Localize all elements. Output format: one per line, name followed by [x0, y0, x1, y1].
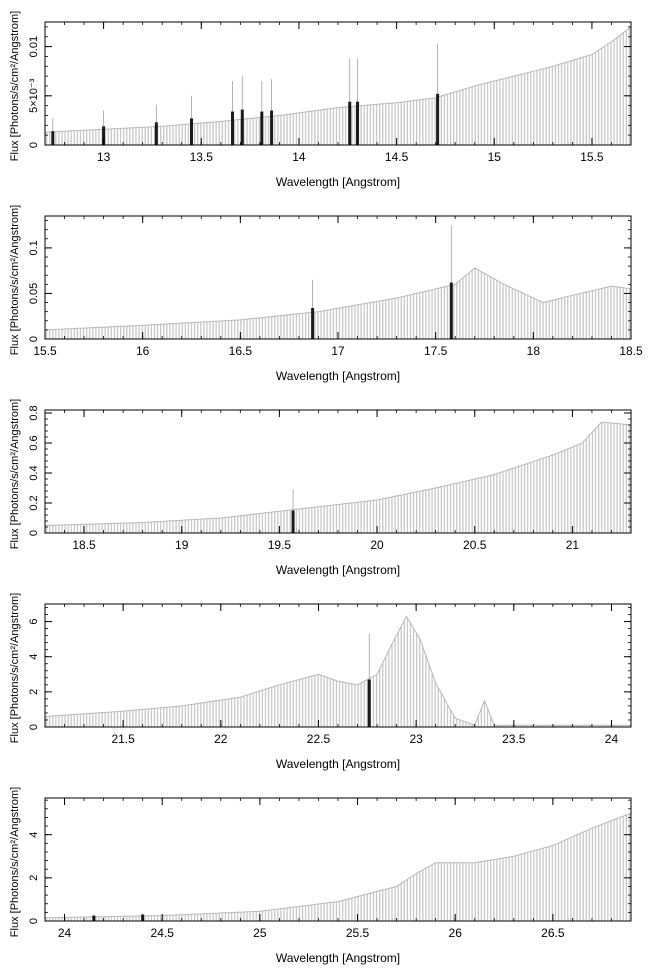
continuum-bars [45, 422, 631, 533]
y-tick-label: 0.2 [28, 495, 40, 510]
line-bar [51, 131, 55, 145]
y-tick-label: 0.4 [28, 465, 40, 480]
x-tick-label: 25.5 [346, 926, 370, 940]
y-tick-label: 0 [28, 918, 40, 924]
panel-2: 15.5 16 16.5 17 17.5 18 18.5 0 0.05 0.1 Wavelength… [9, 205, 643, 383]
line-bar [311, 308, 315, 339]
line-bar [270, 110, 274, 145]
y-tick-label: 0 [28, 142, 40, 148]
y-axis-label: Flux [Photons/s/cm²/Angstrom] [9, 787, 21, 937]
x-tick-label: 24 [58, 926, 72, 940]
x-tick-label: 15.5 [580, 150, 604, 164]
continuum-envelope [44, 421, 632, 526]
x-tick-label: 23.5 [502, 732, 526, 746]
y-axis-label: Flux [Photons/s/cm²/Angstrom] [9, 11, 21, 161]
y-tick-label: 4 [28, 832, 40, 838]
x-tick-label: 25 [253, 926, 267, 940]
y-axis-label: Flux [Photons/s/cm²/Angstrom] [9, 593, 21, 743]
x-axis-label: Wavelength [Angstrom] [276, 951, 400, 965]
y-axis-label: Flux [Photons/s/cm²/Angstrom] [9, 205, 21, 355]
continuum-bars [45, 28, 631, 145]
line-bar [348, 101, 352, 145]
y-tick-label: 0.6 [28, 435, 40, 450]
line-bar [92, 915, 96, 921]
panel-1: 13 13.5 14 14.5 15 15.5 0 5×10⁻³ 0.01 Wavelength … [9, 11, 632, 189]
plot-frame [44, 603, 632, 728]
y-tick-label: 4 [28, 654, 40, 660]
line-bar [436, 93, 440, 145]
continuum-bars [45, 268, 631, 339]
y-tick-label: 6 [28, 619, 40, 625]
line-bar [190, 118, 193, 145]
x-tick-label: 18.5 [619, 344, 643, 358]
x-tick-label: 15.5 [33, 344, 57, 358]
line-bar [240, 109, 244, 145]
continuum-bars [45, 813, 631, 921]
y-tick-label: 0 [28, 336, 40, 342]
x-tick-label: 20.5 [463, 538, 487, 552]
y-tick-label: 0.1 [28, 240, 40, 255]
y-tick-label: 0.05 [28, 283, 40, 304]
x-tick-label: 16 [136, 344, 150, 358]
continuum-envelope [44, 26, 632, 133]
y-axis-label: Flux [Photons/s/cm²/Angstrom] [9, 399, 21, 549]
line-bar [367, 679, 371, 727]
x-tick-label: 17 [331, 344, 345, 358]
x-tick-label: 18.5 [72, 538, 96, 552]
y-tick-label: 2 [28, 875, 40, 881]
y-tick-label: 0 [28, 530, 40, 536]
x-tick-label: 26 [449, 926, 463, 940]
x-tick-label: 19.5 [268, 538, 292, 552]
line-bar [102, 126, 106, 145]
x-tick-label: 26.5 [541, 926, 565, 940]
line-bar [291, 510, 295, 533]
continuum-envelope [44, 267, 632, 331]
x-tick-label: 15 [488, 150, 502, 164]
x-axis-label: Wavelength [Angstrom] [276, 175, 400, 189]
panel-3: 18.5 19 19.5 20 20.5 21 0 0.2 0.4 0.6 0.8 Wavelengt… [9, 399, 632, 577]
x-tick-label: 20 [370, 538, 384, 552]
y-tick-label: 5×10⁻³ [28, 78, 40, 113]
line-bar [356, 101, 360, 145]
x-tick-label: 13 [97, 150, 111, 164]
x-tick-label: 19 [175, 538, 189, 552]
x-axis-label: Wavelength [Angstrom] [276, 369, 400, 383]
x-tick-label: 21.5 [111, 732, 135, 746]
line-bar [231, 111, 235, 145]
x-tick-label: 23 [409, 732, 423, 746]
x-tick-label: 16.5 [229, 344, 253, 358]
y-tick-label: 2 [28, 689, 40, 695]
continuum-bars [45, 618, 631, 727]
x-tick-label: 18 [527, 344, 541, 358]
line-bar [141, 914, 145, 921]
y-tick-label: 0.01 [28, 36, 40, 57]
x-axis-label: Wavelength [Angstrom] [276, 757, 400, 771]
y-tick-label: 0.8 [28, 405, 40, 420]
line-bar [449, 282, 453, 339]
x-tick-label: 24.5 [151, 926, 175, 940]
continuum-envelope [44, 615, 631, 726]
x-axis-label: Wavelength [Angstrom] [276, 563, 400, 577]
x-tick-label: 14.5 [385, 150, 409, 164]
x-tick-label: 17.5 [424, 344, 448, 358]
line-bar [260, 111, 264, 145]
y-tick-label: 0 [28, 724, 40, 730]
x-tick-label: 22.5 [307, 732, 331, 746]
line-bar [154, 122, 158, 145]
x-tick-label: 22 [214, 732, 228, 746]
x-tick-label: 13.5 [190, 150, 214, 164]
x-tick-label: 21 [566, 538, 580, 552]
x-tick-label: 24 [605, 732, 619, 746]
x-tick-label: 14 [292, 150, 306, 164]
